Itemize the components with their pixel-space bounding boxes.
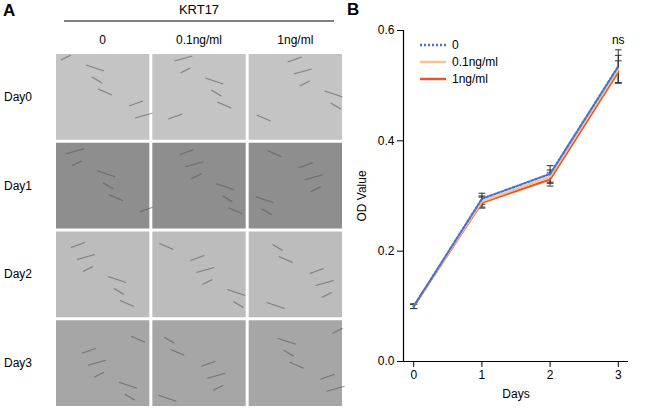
svg-text:1: 1 xyxy=(479,368,486,382)
svg-text:OD Value: OD Value xyxy=(355,170,369,221)
svg-text:2: 2 xyxy=(547,368,554,382)
html-text:1ng/ml: 1ng/ml xyxy=(452,71,488,86)
html-text:0.1ng/ml: 0.1ng/ml xyxy=(452,54,498,69)
svg-text:0.4: 0.4 xyxy=(378,134,395,148)
svg-text:A: A xyxy=(3,1,15,20)
svg-text:0.0: 0.0 xyxy=(378,354,395,368)
svg-text:1ng/ml: 1ng/ml xyxy=(277,33,313,47)
svg-text:Day0: Day0 xyxy=(4,90,32,104)
svg-text:Day1: Day1 xyxy=(4,179,32,193)
svg-text:KRT17: KRT17 xyxy=(179,2,219,17)
svg-text:0.6: 0.6 xyxy=(378,23,395,37)
svg-text:0: 0 xyxy=(410,368,417,382)
svg-text:0: 0 xyxy=(99,33,106,47)
html-text:B: B xyxy=(347,0,360,19)
svg-text:Days: Days xyxy=(502,387,529,401)
svg-text:0.1ng/ml: 0.1ng/ml xyxy=(176,33,222,47)
svg-text:3: 3 xyxy=(615,368,622,382)
html-text:0: 0 xyxy=(452,37,459,52)
svg-text:0.2: 0.2 xyxy=(378,244,395,258)
svg-text:Day2: Day2 xyxy=(4,267,32,281)
svg-text:ns: ns xyxy=(612,33,625,47)
svg-text:Day3: Day3 xyxy=(4,356,32,370)
